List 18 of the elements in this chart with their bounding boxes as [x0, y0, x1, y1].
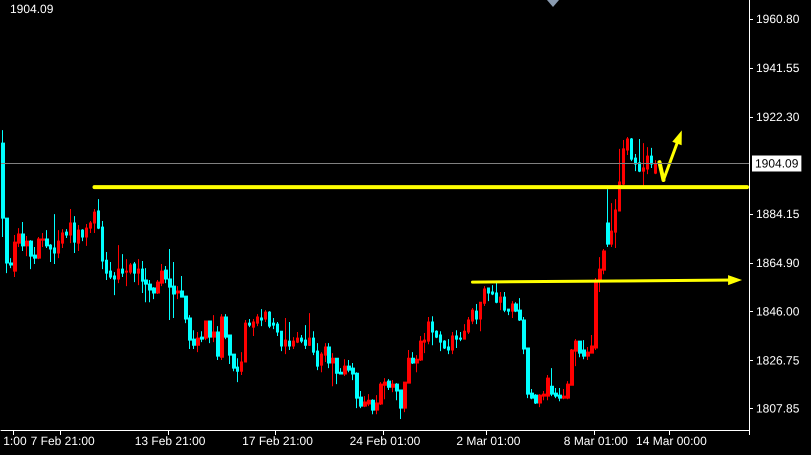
y-tick-label: 1884.15 [756, 207, 800, 222]
annotation: 1904.09 [10, 2, 54, 16]
x-tick-label: 1:00 [3, 434, 27, 448]
y-tick-label: 1922.30 [756, 110, 800, 124]
x-tick-label: 24 Feb 01:00 [350, 434, 421, 448]
y-tick-label: 1960.80 [756, 12, 800, 26]
x-tick-label: 2 Mar 01:00 [456, 434, 521, 448]
x-tick-label: 13 Feb 21:00 [134, 434, 206, 448]
x-tick-label: 8 Mar 01:00 [564, 434, 628, 448]
y-tick-label: 1846.00 [756, 304, 800, 318]
ref-line-label: 1904.09 [755, 156, 799, 170]
y-tick-label: 1941.55 [756, 61, 800, 76]
x-tick-label: 14 Mar 00:00 [636, 434, 708, 448]
y-tick-label: 1864.90 [756, 256, 800, 270]
y-tick-label: 1807.85 [756, 401, 800, 416]
x-tick-label: 7 Feb 21:00 [30, 434, 96, 448]
y-tick-label: 1826.75 [756, 353, 800, 368]
x-tick-label: 17 Feb 21:00 [242, 434, 314, 448]
